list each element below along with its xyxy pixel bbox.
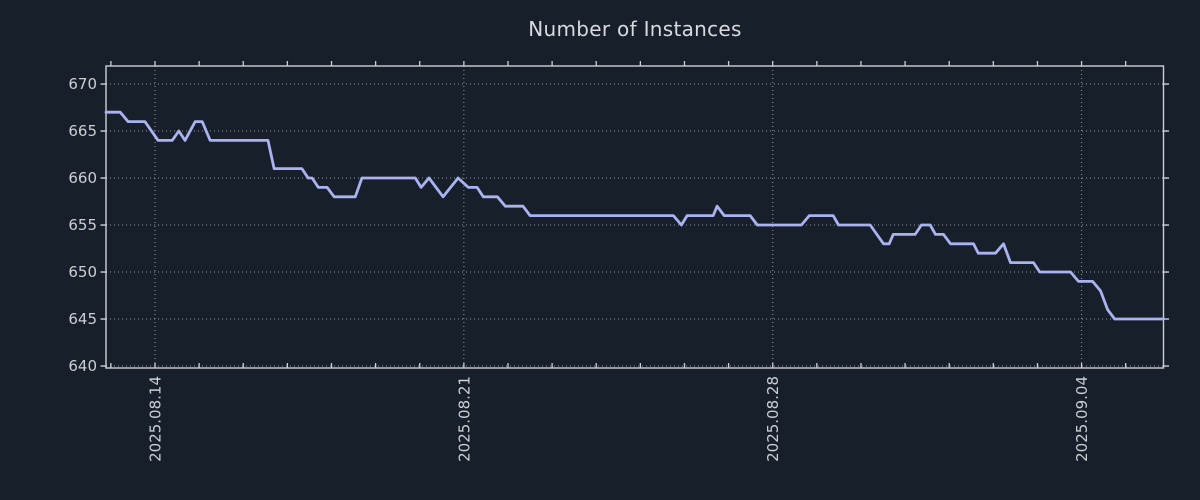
x-tick-label: 2025.08.28 [764,376,782,462]
x-tick-label: 2025.08.21 [455,376,473,462]
y-tick-label: 660 [68,169,97,187]
x-tick-label: 2025.08.14 [147,376,165,462]
plot-frame [105,65,1165,369]
x-tick-label: 2025.09.04 [1073,376,1091,462]
chart-title: Number of Instances [528,17,742,41]
y-tick-label: 665 [68,122,97,140]
y-tick-label: 670 [68,75,97,93]
y-tick-label: 655 [68,216,97,234]
instances-line [104,110,1165,321]
y-tick-label: 650 [68,263,97,281]
y-tick-label: 640 [68,357,97,375]
y-tick-label: 645 [68,310,97,328]
